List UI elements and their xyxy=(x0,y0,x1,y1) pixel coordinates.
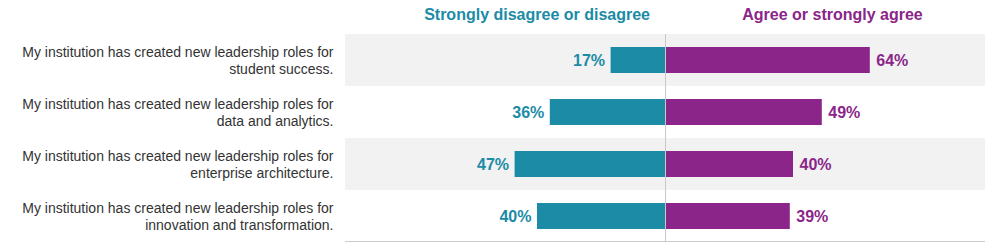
svg-text:My institution has created new: My institution has created new leadershi… xyxy=(22,200,334,233)
svg-text:My institution has created new: My institution has created new leadershi… xyxy=(22,96,334,129)
svg-text:47%: 47% xyxy=(477,156,509,173)
svg-text:49%: 49% xyxy=(828,104,860,121)
svg-text:40%: 40% xyxy=(499,208,531,225)
svg-text:39%: 39% xyxy=(796,208,828,225)
html-text:Strongly disagree or disagree: Strongly disagree or disagree xyxy=(424,6,650,23)
svg-text:My institution has created new: My institution has created new leadershi… xyxy=(22,148,334,181)
svg-text:40%: 40% xyxy=(800,156,832,173)
html-text:Agree or strongly agree: Agree or strongly agree xyxy=(742,6,923,23)
svg-text:64%: 64% xyxy=(876,52,908,69)
svg-text:My institution has created new: My institution has created new leadershi… xyxy=(22,44,334,77)
svg-text:36%: 36% xyxy=(512,104,544,121)
svg-text:17%: 17% xyxy=(573,52,605,69)
